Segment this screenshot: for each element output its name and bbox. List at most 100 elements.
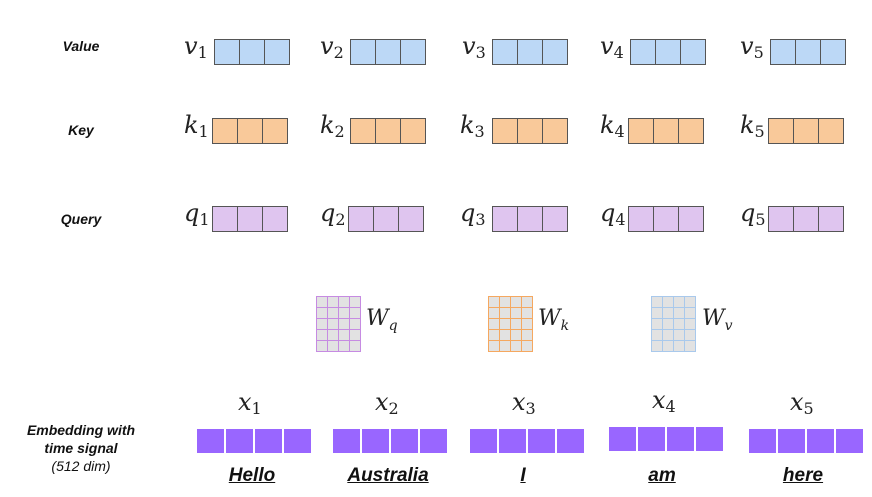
matrix-cell <box>685 308 695 318</box>
matrix-cell <box>350 308 360 318</box>
key-row-label: Key <box>68 122 94 138</box>
matrix-cell <box>317 297 327 307</box>
matrix-cell <box>511 330 521 340</box>
matrix-cell <box>489 297 499 307</box>
matrix-cell <box>652 297 662 307</box>
matrix-cell <box>317 319 327 329</box>
matrix-cell <box>500 330 510 340</box>
embedding-vector-1 <box>196 428 312 454</box>
word-1: Hello <box>228 465 276 486</box>
embedding-symbol-5: x5 <box>790 388 814 418</box>
matrix-cell <box>317 308 327 318</box>
matrix-cell <box>511 297 521 307</box>
matrix-cell <box>350 341 360 351</box>
weight-matrix-k <box>488 296 533 352</box>
embedding-symbol-1: x1 <box>238 388 262 418</box>
weight-matrix-q <box>316 296 361 352</box>
matrix-cell <box>674 330 684 340</box>
value-symbol: v1 <box>184 32 208 62</box>
matrix-cell <box>663 308 673 318</box>
matrix-cell <box>522 341 532 351</box>
embedding-dim-label: (512 dim) <box>51 458 111 474</box>
matrix-cell <box>339 319 349 329</box>
matrix-cell <box>685 330 695 340</box>
matrix-cell <box>652 341 662 351</box>
embedding-symbol-4: x4 <box>652 386 676 416</box>
matrix-cell <box>489 341 499 351</box>
value-symbol: v4 <box>600 32 624 62</box>
matrix-cell <box>522 319 532 329</box>
matrix-cell <box>500 308 510 318</box>
matrix-cell <box>685 297 695 307</box>
weight-matrix-k-label: Wk <box>538 306 570 334</box>
embedding-symbol-3: x3 <box>512 388 536 418</box>
embedding-vector-4 <box>608 426 724 452</box>
matrix-cell <box>339 297 349 307</box>
matrix-cell <box>652 308 662 318</box>
value-symbol: v3 <box>462 32 486 62</box>
key-symbol: k3 <box>460 111 485 141</box>
matrix-cell <box>489 308 499 318</box>
matrix-cell <box>500 341 510 351</box>
matrix-cell <box>500 297 510 307</box>
matrix-cell <box>350 319 360 329</box>
matrix-cell <box>328 319 338 329</box>
matrix-cell <box>674 297 684 307</box>
key-symbol: k1 <box>184 111 209 141</box>
matrix-cell <box>489 319 499 329</box>
word-5: here <box>782 465 824 486</box>
matrix-cell <box>328 297 338 307</box>
matrix-cell <box>652 330 662 340</box>
query-row-label: Query <box>60 211 102 227</box>
matrix-cell <box>511 319 521 329</box>
word-3: I <box>520 465 526 486</box>
matrix-cell <box>663 319 673 329</box>
matrix-cell <box>663 297 673 307</box>
query-symbol: q5 <box>740 199 766 229</box>
matrix-cell <box>522 308 532 318</box>
word-2: Australia <box>347 465 429 486</box>
matrix-cell <box>317 330 327 340</box>
matrix-cell <box>339 330 349 340</box>
matrix-cell <box>674 341 684 351</box>
embedding-label: Embedding with time signal (512 dim) <box>6 421 156 475</box>
matrix-cell <box>317 341 327 351</box>
key-symbol: k4 <box>600 111 625 141</box>
query-symbol: q3 <box>460 199 486 229</box>
matrix-cell <box>511 341 521 351</box>
matrix-cell <box>328 341 338 351</box>
embedding-label-line1: Embedding with <box>26 422 136 438</box>
matrix-cell <box>500 319 510 329</box>
matrix-cell <box>663 341 673 351</box>
matrix-cell <box>663 330 673 340</box>
weight-matrix-v-label: Wv <box>702 306 733 334</box>
matrix-cell <box>511 308 521 318</box>
embedding-vector-5 <box>748 428 864 454</box>
word-4: am <box>648 465 676 486</box>
matrix-cell <box>489 330 499 340</box>
matrix-cell <box>652 319 662 329</box>
matrix-cell <box>350 330 360 340</box>
matrix-cell <box>339 341 349 351</box>
embedding-symbol-2: x2 <box>375 388 399 418</box>
matrix-cell <box>522 297 532 307</box>
matrix-cell <box>328 308 338 318</box>
embedding-vector-2 <box>332 428 448 454</box>
matrix-cell <box>674 319 684 329</box>
key-symbol: k2 <box>320 111 345 141</box>
matrix-cell <box>685 319 695 329</box>
query-symbol: q4 <box>600 199 626 229</box>
matrix-cell <box>350 297 360 307</box>
query-symbol: q1 <box>184 199 210 229</box>
weight-matrix-v <box>651 296 696 352</box>
query-symbol: q2 <box>320 199 346 229</box>
key-symbol: k5 <box>740 111 765 141</box>
value-symbol: v5 <box>740 32 764 62</box>
matrix-cell <box>674 308 684 318</box>
matrix-cell <box>685 341 695 351</box>
embedding-label-line2: time signal <box>44 440 118 456</box>
matrix-cell <box>522 330 532 340</box>
value-symbol: v2 <box>320 32 344 62</box>
weight-matrix-q-label: Wq <box>366 306 398 334</box>
embedding-vector-3 <box>469 428 585 454</box>
